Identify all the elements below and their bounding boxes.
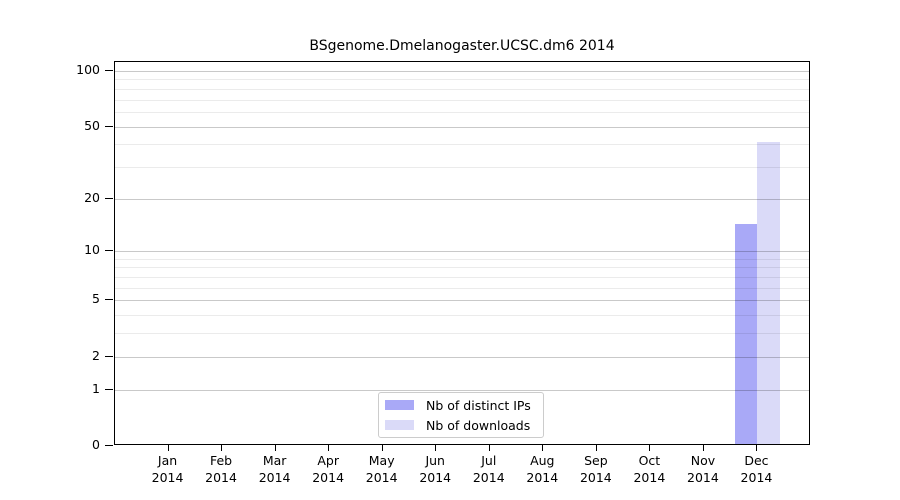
month-label: Nov [690,453,716,468]
gridline [115,71,809,72]
x-axis-tick [167,445,169,451]
x-tick-label: Nov 2014 [675,452,731,486]
month-label: May [368,453,395,468]
gridline [115,356,809,358]
month-label: Oct [638,453,661,468]
year-label: 2014 [312,470,345,485]
gridline [115,99,809,101]
x-axis-tick [649,445,651,451]
gridline [115,287,809,289]
legend-entry: Nb of distinct IPs [385,397,543,414]
y-axis-tick [105,388,113,390]
gridline [115,258,809,260]
y-axis-tick [105,125,113,127]
y-tick-label: 50 [84,117,100,133]
year-label: 2014 [205,470,237,485]
x-tick-label: Jan 2014 [140,452,196,486]
legend-swatch [385,420,414,430]
y-tick-label: 100 [76,62,100,77]
x-axis-tick [542,445,544,451]
year-label: 2014 [472,470,505,485]
x-tick-label: Mar 2014 [247,452,303,486]
x-tick-label: Sep 2014 [568,452,624,486]
gridline [115,251,809,253]
gridline [115,277,809,279]
chart-title: BSgenome.Dmelanogaster.UCSC.dm6 2014 [309,38,615,54]
year-label: 2014 [151,470,184,485]
year-label: 2014 [526,470,559,485]
x-axis-tick [595,445,597,451]
x-axis-tick [435,445,437,451]
gridline [115,111,809,113]
legend: Nb of distinct IPs Nb of downloads [378,392,544,438]
x-axis-tick [221,445,223,451]
x-axis-tick [274,445,276,451]
bar-distinct-ips [734,223,758,444]
gridline [115,333,809,335]
gridline [115,315,809,317]
year-label: 2014 [365,470,398,485]
x-tick-label: Jun 2014 [407,452,463,486]
x-axis-tick [488,445,490,451]
gridline [115,88,809,90]
legend-label: Nb of distinct IPs [426,397,531,413]
month-label: Mar [262,453,287,468]
y-tick-label: 20 [84,189,100,205]
x-tick-label: Dec 2014 [728,452,784,486]
x-tick-label: May 2014 [354,452,410,486]
x-axis-tick [702,445,704,451]
year-label: 2014 [633,470,666,485]
y-axis-tick [105,299,113,301]
y-tick-label: 2 [92,347,100,363]
y-axis-tick [105,197,113,199]
gridline [115,79,809,81]
y-axis-tick [105,70,113,71]
year-label: 2014 [687,470,719,485]
y-tick-label: 1 [92,380,100,396]
y-axis-tick [105,355,113,357]
legend-entry: Nb of downloads [385,417,543,434]
x-axis-tick [381,445,383,451]
x-axis-tick [756,445,758,451]
y-tick-label: 5 [92,291,100,307]
gridline [115,267,809,269]
x-tick-label: Feb 2014 [193,452,249,486]
x-axis-tick [328,445,330,451]
year-label: 2014 [419,470,452,485]
year-label: 2014 [579,470,612,485]
gridline [115,389,809,391]
legend-label: Nb of downloads [426,417,531,433]
gridline [115,300,809,302]
y-axis-tick [105,250,113,252]
year-label: 2014 [258,470,291,485]
month-label: Aug [530,453,555,468]
x-tick-label: Aug 2014 [514,452,570,486]
year-label: 2014 [740,470,773,485]
y-tick-label: 10 [84,242,100,258]
x-tick-label: Oct 2014 [621,452,677,486]
gridline [115,166,809,168]
gridline [115,126,809,128]
legend-swatch [385,400,414,410]
gridline [115,198,809,200]
month-label: Feb [209,453,233,468]
gridline [115,144,809,146]
month-label: Apr [317,453,339,468]
month-label: Jan [157,453,178,468]
bar-downloads [757,142,780,444]
y-axis-tick [105,445,113,446]
y-tick-label: 0 [92,437,100,452]
month-label: Sep [584,453,608,468]
month-label: Jul [481,453,497,468]
month-label: Dec [744,453,769,468]
x-tick-label: Jul 2014 [461,452,517,486]
x-tick-label: Apr 2014 [300,452,356,486]
plot-area [114,61,810,445]
month-label: Jun [425,453,445,468]
